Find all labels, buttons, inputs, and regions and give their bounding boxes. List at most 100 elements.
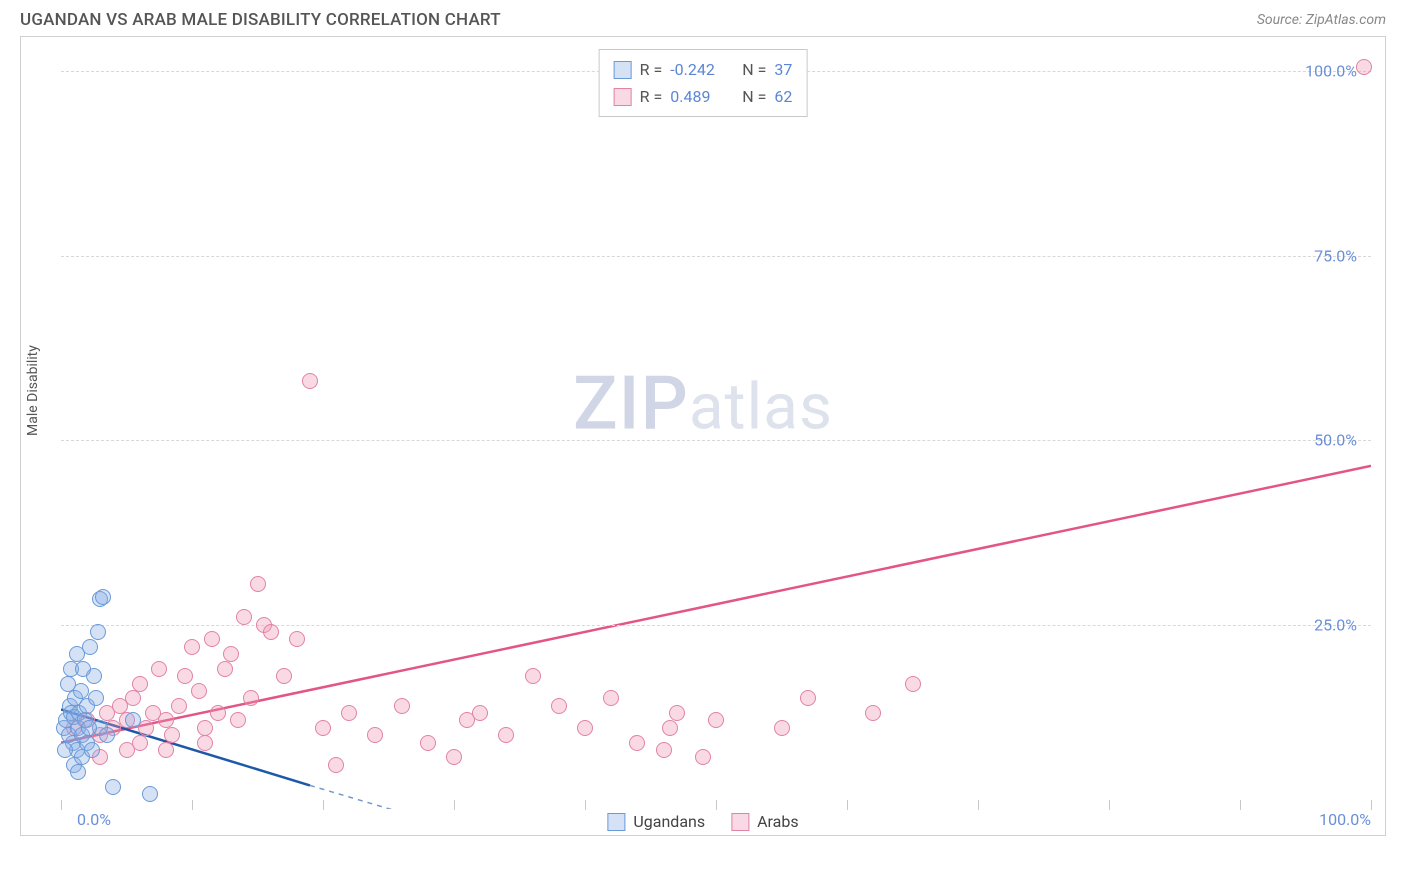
x-tick — [192, 800, 193, 810]
legend-label-ugandans: Ugandans — [633, 812, 705, 831]
swatch-ugandans — [607, 813, 625, 831]
data-point-ugandans — [95, 589, 111, 605]
source-name: ZipAtlas.com — [1306, 12, 1386, 28]
y-tick-label: 25.0% — [1314, 615, 1357, 634]
data-point-arabs — [420, 735, 436, 751]
data-point-arabs — [394, 698, 410, 714]
data-point-arabs — [905, 676, 921, 692]
plot-area: 25.0% 50.0% 75.0% 100.0% — [61, 49, 1371, 809]
n-value-ugandans: 37 — [774, 56, 792, 83]
y-tick-label: 50.0% — [1314, 431, 1357, 450]
chart-title: UGANDAN VS ARAB MALE DISABILITY CORRELAT… — [20, 10, 501, 30]
data-point-arabs — [132, 676, 148, 692]
x-tick — [978, 800, 979, 810]
data-point-arabs — [243, 690, 259, 706]
data-point-arabs — [151, 661, 167, 677]
data-point-ugandans — [81, 720, 97, 736]
data-point-arabs — [629, 735, 645, 751]
grid-line-h — [61, 256, 1371, 257]
n-key: N = — [742, 56, 766, 83]
data-point-arabs — [774, 720, 790, 736]
swatch-arabs — [614, 88, 632, 106]
data-point-arabs — [472, 705, 488, 721]
data-point-arabs — [525, 668, 541, 684]
data-point-ugandans — [125, 712, 141, 728]
data-point-ugandans — [90, 624, 106, 640]
n-value-arabs: 62 — [774, 83, 792, 110]
data-point-arabs — [263, 624, 279, 640]
bottom-legend: Ugandans Arabs — [607, 812, 798, 831]
data-point-arabs — [276, 668, 292, 684]
source-prefix: Source: — [1257, 12, 1306, 28]
data-point-arabs — [1356, 59, 1372, 75]
stats-row-ugandans: R = -0.242 N = 37 — [614, 56, 793, 83]
data-point-ugandans — [69, 646, 85, 662]
data-point-arabs — [191, 683, 207, 699]
data-point-arabs — [177, 668, 193, 684]
y-axis-label: Male Disability — [25, 345, 41, 436]
x-axis-max-label: 100.0% — [1319, 810, 1371, 829]
r-key: R = — [640, 83, 663, 110]
data-point-arabs — [217, 661, 233, 677]
data-point-arabs — [865, 705, 881, 721]
data-point-arabs — [250, 576, 266, 592]
data-point-arabs — [171, 698, 187, 714]
data-point-arabs — [367, 727, 383, 743]
y-tick-label: 75.0% — [1314, 246, 1357, 265]
stats-legend-box: R = -0.242 N = 37 R = 0.489 N = 62 — [599, 49, 808, 117]
legend-label-arabs: Arabs — [757, 812, 799, 831]
swatch-arabs — [731, 813, 749, 831]
data-point-arabs — [708, 712, 724, 728]
x-tick — [1109, 800, 1110, 810]
data-point-arabs — [603, 690, 619, 706]
x-tick — [716, 800, 717, 810]
data-point-arabs — [236, 609, 252, 625]
stats-row-arabs: R = 0.489 N = 62 — [614, 83, 793, 110]
data-point-arabs — [158, 742, 174, 758]
data-point-arabs — [695, 749, 711, 765]
data-point-arabs — [164, 727, 180, 743]
x-tick — [1371, 800, 1372, 810]
data-point-arabs — [341, 705, 357, 721]
x-tick — [61, 800, 62, 810]
x-tick — [1240, 800, 1241, 810]
x-axis-min-label: 0.0% — [77, 810, 111, 829]
data-point-ugandans — [105, 779, 121, 795]
data-point-arabs — [289, 631, 305, 647]
data-point-arabs — [328, 757, 344, 773]
data-point-ugandans — [70, 764, 86, 780]
data-point-ugandans — [60, 676, 76, 692]
data-point-arabs — [210, 705, 226, 721]
data-point-ugandans — [57, 742, 73, 758]
data-point-arabs — [498, 727, 514, 743]
data-point-arabs — [577, 720, 593, 736]
data-point-arabs — [315, 720, 331, 736]
data-point-arabs — [800, 690, 816, 706]
data-point-arabs — [158, 712, 174, 728]
data-point-arabs — [669, 705, 685, 721]
x-tick — [454, 800, 455, 810]
data-point-arabs — [197, 720, 213, 736]
data-point-arabs — [197, 735, 213, 751]
data-point-ugandans — [142, 786, 158, 802]
x-tick — [847, 800, 848, 810]
y-tick-label: 100.0% — [1305, 62, 1357, 81]
swatch-ugandans — [614, 61, 632, 79]
data-point-arabs — [204, 631, 220, 647]
r-value-ugandans: -0.242 — [670, 56, 722, 83]
n-key: N = — [742, 83, 766, 110]
data-point-ugandans — [88, 690, 104, 706]
r-value-arabs: 0.489 — [670, 83, 722, 110]
data-point-arabs — [223, 646, 239, 662]
data-point-ugandans — [75, 661, 91, 677]
x-tick — [585, 800, 586, 810]
regression-dash-ugandans — [310, 785, 415, 809]
data-point-arabs — [662, 720, 678, 736]
source-attribution: Source: ZipAtlas.com — [1257, 12, 1386, 28]
data-point-arabs — [551, 698, 567, 714]
data-point-arabs — [230, 712, 246, 728]
chart-container: Male Disability 25.0% 50.0% 75.0% 100.0% R … — [20, 36, 1386, 836]
x-tick — [323, 800, 324, 810]
data-point-arabs — [656, 742, 672, 758]
grid-line-h — [61, 440, 1371, 441]
